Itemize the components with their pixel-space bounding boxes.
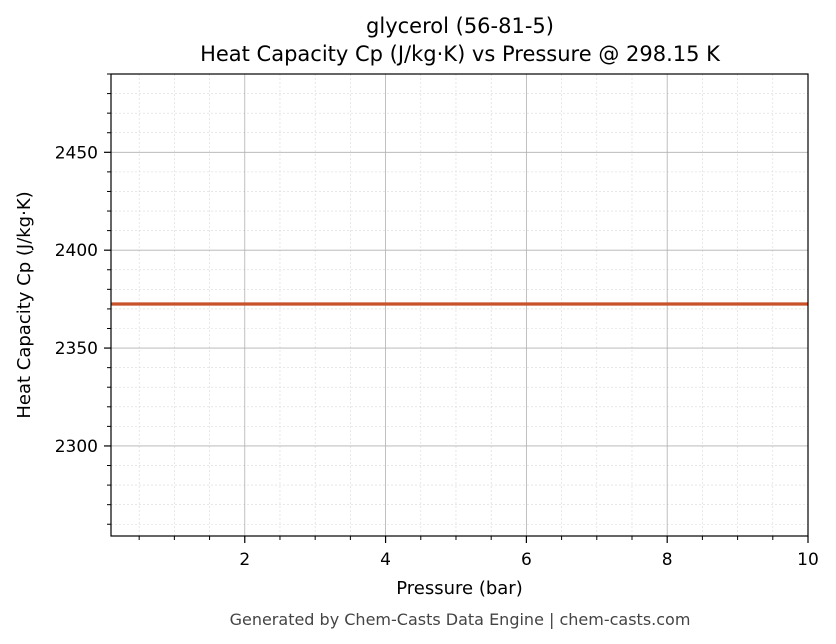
x-tick-label: 6 bbox=[521, 550, 532, 570]
y-tick-label: 2350 bbox=[55, 339, 98, 359]
y-tick-label: 2450 bbox=[55, 143, 98, 163]
y-axis-label: Heat Capacity Cp (J/kg·K) bbox=[14, 191, 35, 418]
chart-title: glycerol (56-81-5) bbox=[366, 14, 554, 38]
ticks-layer: 2 4 6 8 10 2300 2350 2400 2450 bbox=[55, 73, 819, 570]
y-tick-label: 2300 bbox=[55, 437, 98, 457]
plot-frame bbox=[110, 73, 809, 537]
y-tick-label: 2400 bbox=[55, 241, 98, 261]
x-axis-label: Pressure (bar) bbox=[396, 578, 522, 599]
x-tick-label: 4 bbox=[380, 550, 391, 570]
x-tick-label: 10 bbox=[797, 550, 819, 570]
chart-subtitle: Heat Capacity Cp (J/kg·K) vs Pressure @ … bbox=[200, 42, 721, 66]
x-tick-label: 2 bbox=[239, 550, 250, 570]
x-tick-label: 8 bbox=[662, 550, 673, 570]
minor-grid bbox=[111, 73, 808, 536]
footer-credit: Generated by Chem-Casts Data Engine | ch… bbox=[230, 610, 691, 629]
